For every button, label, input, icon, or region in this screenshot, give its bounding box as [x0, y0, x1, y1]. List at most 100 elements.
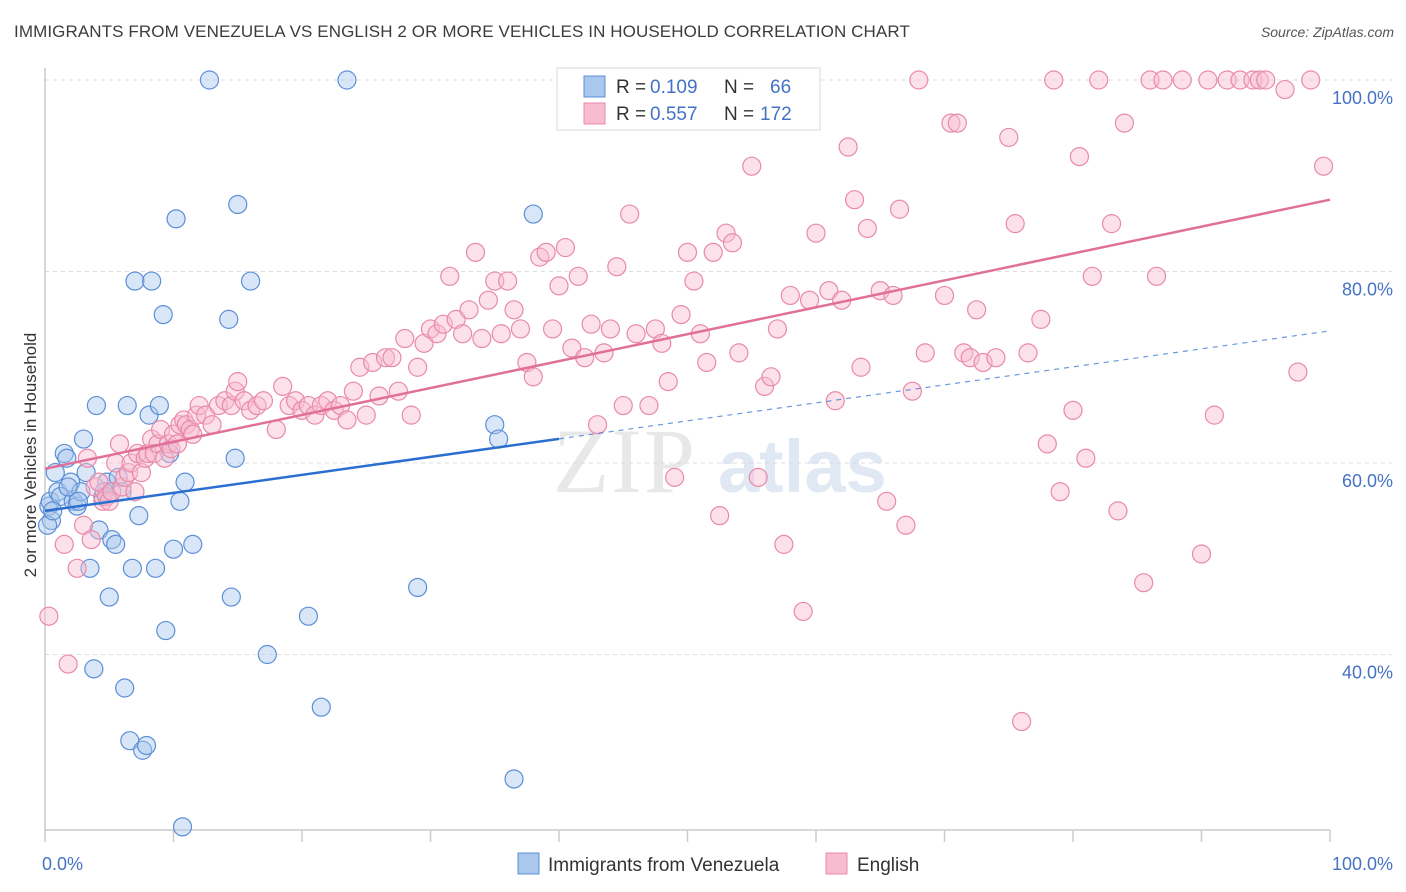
watermark-atlas: atlas [718, 425, 887, 508]
venezuela-point-17 [89, 520, 109, 540]
english-point-47 [234, 391, 254, 411]
english-point-2 [58, 654, 78, 674]
english-point-89 [510, 319, 531, 339]
english-point-44 [221, 395, 241, 416]
english-point-146 [909, 70, 929, 90]
english-point-157 [1005, 214, 1025, 234]
venezuela-point-40 [163, 539, 184, 559]
english-point-158 [1011, 711, 1032, 732]
english-point-28 [154, 448, 175, 468]
legend-n-label-1: N = [724, 77, 754, 98]
english-point-115 [684, 271, 704, 291]
english-point-163 [1050, 482, 1070, 502]
legend-n-label-2: N = [724, 104, 754, 125]
english-point-72 [401, 405, 421, 425]
english-point-161 [1037, 434, 1057, 454]
english-point-149 [941, 113, 961, 133]
english-point-19 [125, 482, 145, 502]
english-point-41 [202, 415, 222, 435]
english-point-164 [1063, 400, 1083, 420]
english-point-162 [1044, 70, 1064, 90]
venezuela-point-38 [156, 620, 176, 641]
trend-lines [44, 198, 1331, 513]
venezuela-point-56 [408, 577, 428, 598]
english-point-183 [1249, 70, 1269, 90]
english-point-3 [67, 558, 87, 578]
venezuela-point-35 [145, 558, 166, 578]
english-point-76 [427, 324, 447, 344]
english-point-148 [934, 285, 955, 306]
english-point-93 [536, 242, 556, 262]
english-point-121 [722, 233, 743, 253]
english-point-176 [1172, 70, 1192, 90]
venezuela-point-49 [225, 448, 245, 468]
english-point-141 [877, 491, 897, 511]
english-point-133 [819, 281, 839, 301]
english-point-104 [607, 257, 627, 277]
english-point-128 [774, 534, 794, 554]
english-point-123 [742, 156, 762, 176]
english-point-187 [1301, 70, 1321, 90]
english-point-103 [600, 319, 621, 339]
venezuela-point-37 [153, 304, 173, 325]
english-point-185 [1275, 79, 1295, 100]
english-point-172 [1134, 573, 1154, 593]
english-point-136 [838, 137, 858, 157]
english-point-105 [613, 395, 633, 416]
venezuela-point-51 [241, 271, 261, 291]
y-tick-label-60: 60.0% [1342, 471, 1393, 491]
english-point-0 [39, 606, 59, 626]
english-point-67 [369, 386, 389, 406]
venezuela-point-30 [129, 506, 149, 526]
english-point-137 [844, 190, 865, 210]
venezuela-point-33 [139, 405, 159, 425]
legend-n-value-2: 172 [760, 104, 792, 125]
english-point-107 [626, 324, 646, 344]
english-point-52 [273, 376, 293, 396]
english-point-70 [388, 381, 408, 401]
english-point-66 [363, 352, 383, 373]
english-point-46 [228, 372, 248, 392]
english-point-1 [54, 534, 74, 554]
y-tick-label-80: 80.0% [1342, 280, 1393, 300]
venezuela-point-63 [58, 477, 78, 497]
english-point-21 [131, 462, 151, 483]
english-point-129 [780, 285, 800, 306]
english-point-68 [375, 348, 396, 368]
series-legend: Immigrants from Venezuela English [517, 852, 919, 876]
english-point-122 [729, 343, 749, 363]
english-point-77 [433, 314, 453, 334]
venezuela-point-54 [311, 697, 331, 717]
english-trend [44, 198, 1331, 470]
english-point-50 [253, 391, 274, 411]
venezuela-point-13 [76, 462, 96, 483]
english-point-114 [677, 242, 698, 262]
english-point-175 [1153, 70, 1173, 90]
english-point-177 [1191, 544, 1212, 564]
venezuela-point-52 [257, 644, 277, 665]
english-point-97 [562, 338, 582, 358]
chart-title: IMMIGRANTS FROM VENEZUELA VS ENGLISH 2 O… [14, 22, 910, 41]
english-point-83 [472, 328, 492, 349]
english-point-120 [716, 223, 736, 243]
venezuela-point-29 [125, 271, 145, 291]
grid-lines [45, 79, 1392, 655]
english-point-118 [703, 242, 723, 262]
english-point-168 [1089, 70, 1109, 90]
english-point-154 [973, 352, 993, 373]
english-point-112 [665, 467, 685, 487]
english-point-188 [1313, 156, 1334, 176]
legend-swatch-blue [583, 75, 606, 98]
english-point-51 [266, 419, 286, 440]
english-point-37 [183, 424, 203, 444]
venezuela-point-61 [37, 515, 58, 535]
legend-swatch-pink [583, 102, 606, 125]
venezuela-point-44 [175, 472, 195, 492]
english-point-71 [395, 328, 415, 349]
english-point-86 [491, 324, 511, 344]
english-point-143 [889, 199, 910, 219]
english-point-18 [121, 453, 141, 473]
y-tick-label-100: 100.0% [1332, 88, 1393, 108]
venezuela-point-12 [73, 429, 94, 449]
